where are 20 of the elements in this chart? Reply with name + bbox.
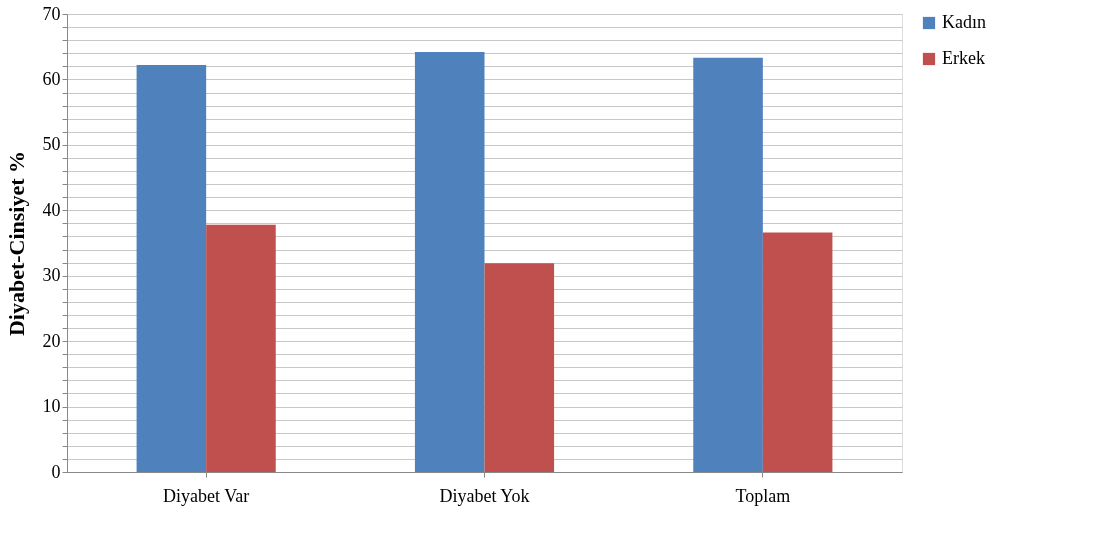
bar bbox=[762, 232, 833, 472]
bar bbox=[484, 263, 555, 472]
y-tick-label: 50 bbox=[42, 134, 61, 155]
legend-label: Kadın bbox=[942, 12, 986, 32]
bar bbox=[206, 224, 276, 472]
y-tick-label: 70 bbox=[42, 3, 61, 24]
bar bbox=[136, 65, 207, 472]
bar bbox=[693, 57, 763, 472]
x-tick-label: Toplam bbox=[735, 485, 791, 506]
y-tick-label: 30 bbox=[42, 265, 61, 286]
y-axis-title: Diyabet-Cinsiyet % bbox=[3, 150, 29, 337]
x-tick-label: Diyabet Var bbox=[163, 485, 250, 506]
x-tick-label: Diyabet Yok bbox=[439, 485, 530, 506]
y-tick-label: 10 bbox=[42, 396, 61, 417]
y-tick-label: 40 bbox=[42, 199, 61, 220]
legend-label: Erkek bbox=[942, 48, 985, 68]
bar bbox=[414, 51, 485, 472]
y-tick-label: 0 bbox=[51, 461, 61, 482]
y-tick-label: 60 bbox=[42, 68, 61, 89]
y-tick-label: 20 bbox=[42, 330, 61, 351]
